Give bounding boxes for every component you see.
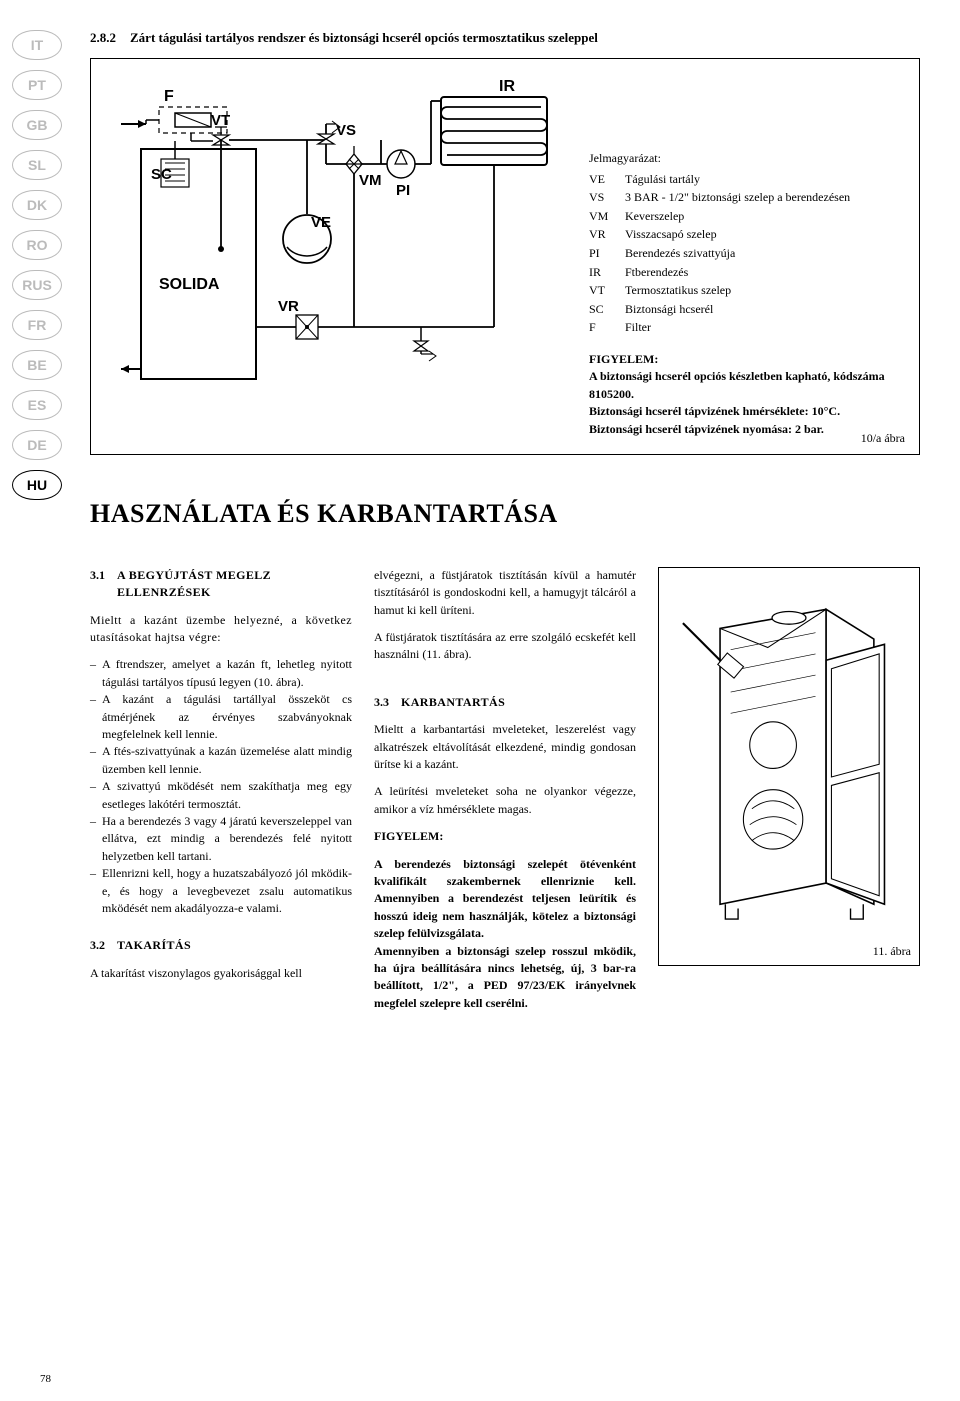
- list-item: Ellenrizni kell, hogy a huzatszabályozó …: [90, 865, 352, 917]
- svg-text:VM: VM: [359, 172, 382, 189]
- col2-p1: elvégezni, a füstjáratok tisztításán kív…: [374, 567, 636, 619]
- schematic-diagram: F IR VT VS SC VM VE PI VR SOLIDA: [121, 79, 561, 438]
- subsection-3-2-head: 3.2 TAKARÍTÁS: [90, 937, 352, 954]
- lang-pill-de: DE: [12, 430, 62, 460]
- lang-pill-dk: DK: [12, 190, 62, 220]
- ve-vessel-icon: [283, 140, 331, 263]
- main-heading: HASZNÁLATA ÉS KARBANTARTÁSA: [90, 499, 920, 529]
- column-2: elvégezni, a füstjáratok tisztításán kív…: [374, 567, 636, 1012]
- warning-line1: A biztonsági hcserél opciós készletben k…: [589, 368, 889, 403]
- lang-pill-gb: GB: [12, 110, 62, 140]
- legend: Jelmagyarázat: VE Tágulási tartály VS 3 BAR…: [589, 79, 889, 438]
- page-number: 78: [40, 1373, 51, 1385]
- svg-text:SC: SC: [151, 166, 172, 183]
- sub31-num: 3.1: [90, 567, 105, 584]
- sub32-para: A takarítást viszonylagos gyakorisággal …: [90, 965, 352, 982]
- legend-value: Filter: [625, 318, 889, 337]
- legend-key: F: [589, 318, 619, 337]
- lang-pill-sl: SL: [12, 150, 62, 180]
- lang-pill-it: IT: [12, 30, 62, 60]
- list-item: A ftrendszer, amelyet a kazán ft, lehetl…: [90, 656, 352, 691]
- section-title: Zárt tágulási tartályos rendszer és bizt…: [130, 30, 598, 46]
- warning-block: FIGYELEM: A biztonsági hcserél opciós ké…: [589, 351, 889, 438]
- figure-10a-box: F IR VT VS SC VM VE PI VR SOLIDA Jelmagy…: [90, 58, 920, 455]
- svg-text:VR: VR: [278, 298, 299, 315]
- warning-line2: Biztonsági hcserél tápvizének hmérséklet…: [589, 403, 889, 420]
- legend-key: VT: [589, 281, 619, 300]
- sub33-title: KARBANTARTÁS: [401, 694, 505, 711]
- vr-valve-icon: [296, 315, 318, 339]
- legend-key: VM: [589, 207, 619, 226]
- lang-pill-be: BE: [12, 350, 62, 380]
- sub32-num: 3.2: [90, 937, 105, 954]
- legend-key: VE: [589, 170, 619, 189]
- legend-key: VR: [589, 225, 619, 244]
- lang-pill-fr: FR: [12, 310, 62, 340]
- legend-value: Termosztatikus szelep: [625, 281, 889, 300]
- sub33-warn-b1: A berendezés biztonsági szelepét ötévenk…: [374, 856, 636, 943]
- svg-text:VT: VT: [211, 112, 230, 129]
- sub31-bullets: A ftrendszer, amelyet a kazán ft, lehetl…: [90, 656, 352, 917]
- sub33-warn-b2: Amennyiben a biztonsági szelep rosszul m…: [374, 943, 636, 1013]
- ir-radiator-icon: [441, 97, 547, 165]
- lang-pill-hu: HU: [12, 470, 62, 500]
- legend-value: Keverszelep: [625, 207, 889, 226]
- figure-label: 10/a ábra: [861, 431, 905, 446]
- legend-key: PI: [589, 244, 619, 263]
- boiler-illustration: [667, 586, 911, 936]
- legend-value: Visszacsapó szelep: [625, 225, 889, 244]
- svg-text:SOLIDA: SOLIDA: [159, 276, 220, 293]
- subsection-3-3-head: 3.3 KARBANTARTÁS: [374, 694, 636, 711]
- svg-text:PI: PI: [396, 182, 410, 199]
- svg-text:F: F: [164, 88, 174, 105]
- column-1: 3.1 A BEGYÚJTÁST MEGELZ ELLENRZÉSEK Miel…: [90, 567, 352, 1012]
- svg-text:VS: VS: [336, 122, 356, 139]
- column-3: 11. ábra: [658, 567, 920, 1012]
- list-item: A ftés-szivattyúnak a kazán üzemelése al…: [90, 743, 352, 778]
- three-column-layout: 3.1 A BEGYÚJTÁST MEGELZ ELLENRZÉSEK Miel…: [90, 567, 920, 1012]
- vm-valve-icon: [346, 146, 362, 174]
- legend-key: IR: [589, 263, 619, 282]
- lang-pill-pt: PT: [12, 70, 62, 100]
- legend-value: Tágulási tartály: [625, 170, 889, 189]
- legend-key: SC: [589, 300, 619, 319]
- legend-value: Biztonsági hcserél: [625, 300, 889, 319]
- list-item: Ha a berendezés 3 vagy 4 járatú keversze…: [90, 813, 352, 865]
- sub33-p2: A leürítési mveleteket soha ne olyankor …: [374, 783, 636, 818]
- figure-11-label: 11. ábra: [873, 943, 911, 960]
- section-number: 2.8.2: [90, 30, 116, 46]
- svg-text:VE: VE: [311, 214, 331, 231]
- svg-text:IR: IR: [499, 79, 515, 95]
- sub33-p1: Mieltt a karbantartási mveleteket, lesze…: [374, 721, 636, 773]
- legend-table: VE Tágulási tartály VS 3 BAR - 1/2" biztons…: [589, 170, 889, 337]
- legend-title: Jelmagyarázat:: [589, 149, 889, 168]
- sub32-title: TAKARÍTÁS: [117, 937, 191, 954]
- sub31-title: A BEGYÚJTÁST MEGELZ ELLENRZÉSEK: [117, 567, 352, 602]
- page-content: 2.8.2 Zárt tágulási tartályos rendszer é…: [90, 30, 920, 1012]
- sub33-num: 3.3: [374, 694, 389, 711]
- legend-value: Berendezés szivattyúja: [625, 244, 889, 263]
- section-header: 2.8.2 Zárt tágulási tartályos rendszer é…: [90, 30, 920, 46]
- legend-value: 3 BAR - 1/2" biztonsági szelep a berende…: [625, 188, 889, 207]
- lang-pill-ro: RO: [12, 230, 62, 260]
- lang-pill-rus: RUS: [12, 270, 62, 300]
- list-item: A szivattyú mködését nem szakíthatja meg…: [90, 778, 352, 813]
- col2-p2: A füstjáratok tisztítására az erre szolg…: [374, 629, 636, 664]
- warning-head: FIGYELEM:: [589, 351, 889, 368]
- figure-11-box: 11. ábra: [658, 567, 920, 966]
- sub33-warn-head: FIGYELEM:: [374, 828, 636, 845]
- legend-value: Ftberendezés: [625, 263, 889, 282]
- sub31-intro: Mieltt a kazánt üzembe helyezné, a követ…: [90, 612, 352, 647]
- legend-key: VS: [589, 188, 619, 207]
- lang-pill-es: ES: [12, 390, 62, 420]
- list-item: A kazánt a tágulási tartállyal összeköt …: [90, 691, 352, 743]
- subsection-3-1-head: 3.1 A BEGYÚJTÁST MEGELZ ELLENRZÉSEK: [90, 567, 352, 602]
- language-rail: IT PT GB SL DK RO RUS FR BE ES DE HU: [12, 30, 62, 500]
- warning-line3: Biztonsági hcserél tápvizének nyomása: 2…: [589, 421, 889, 438]
